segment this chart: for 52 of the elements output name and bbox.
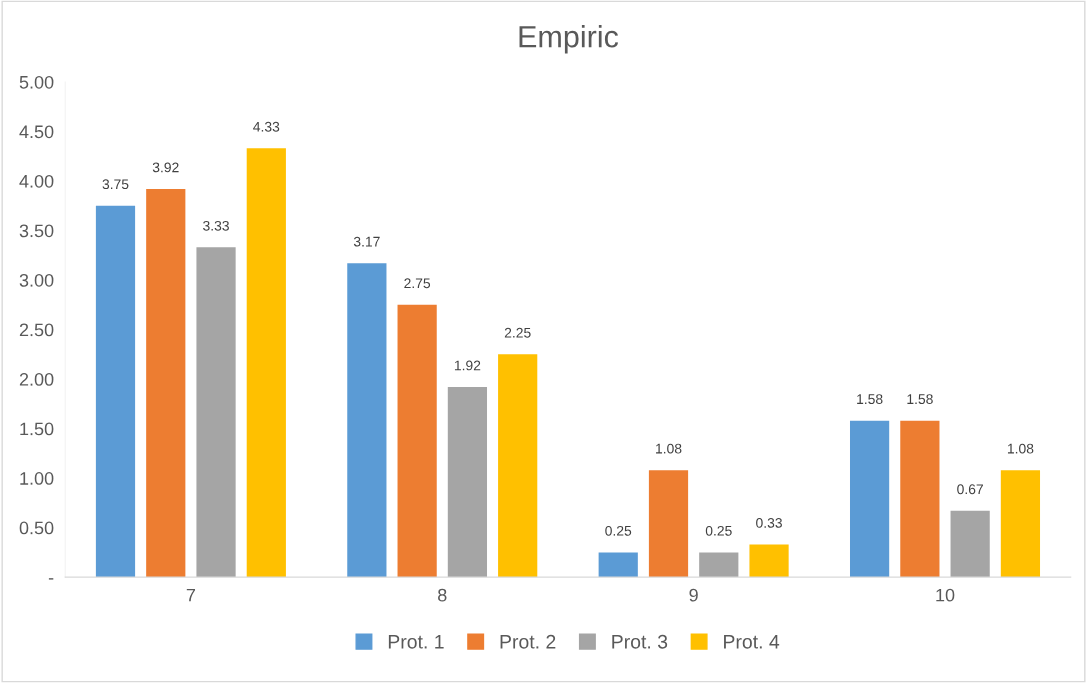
bar [648,470,689,578]
y-tick-label: 1.00 [20,472,54,485]
bar [397,304,437,578]
bar [699,552,739,578]
data-label: 3.17 [353,236,380,247]
data-label: 1.08 [656,443,682,454]
y-tick-label: 3.50 [19,224,54,238]
y-tick-label: 4.50 [19,125,54,139]
data-label: 0.33 [756,517,782,528]
x-tick-label: 7 [186,588,196,602]
bar [598,552,638,578]
bar [95,205,136,578]
bar [447,386,488,578]
bar [347,263,387,578]
y-tick-label: 4.00 [19,174,54,188]
data-label: 3.33 [203,220,229,231]
data-label: 0.25 [705,525,732,536]
x-tick-label: 9 [689,588,698,602]
bar [146,188,186,578]
data-label: 3.75 [102,179,129,190]
y-tick-label: 2.50 [19,323,54,337]
data-label: 1.58 [907,394,933,405]
y-tick-label: 1.50 [20,422,54,436]
y-tick-label: 3.00 [19,273,54,287]
legend-label: Prot. 3 [612,634,668,649]
y-tick-label: 5.00 [19,75,54,89]
data-label: 2.25 [504,327,531,338]
bar [1000,470,1041,578]
bar [749,544,789,578]
data-label: 3.92 [152,162,179,173]
bar [498,354,538,578]
bar [900,420,940,578]
bar [246,148,286,578]
bar [196,247,236,578]
y-tick-label: - [48,578,54,580]
bar [849,420,890,578]
data-label: 1.08 [1007,443,1034,454]
chart-title: Empiric [519,25,619,54]
y-tick-label: 0.50 [19,521,54,535]
bar [950,510,990,578]
data-label: 1.58 [857,394,883,405]
legend-label: Prot. 2 [500,634,556,649]
data-label: 0.67 [957,484,983,495]
legend-label: Prot. 4 [724,635,780,649]
data-label: 2.75 [404,278,431,289]
data-label: 4.33 [253,121,280,132]
legend-label: Prot. 1 [388,635,444,649]
data-label: 1.92 [454,360,481,371]
y-tick-label: 2.00 [19,373,54,386]
x-tick-label: 10 [936,588,955,602]
x-tick-label: 8 [438,588,447,602]
data-label: 0.25 [605,525,632,536]
